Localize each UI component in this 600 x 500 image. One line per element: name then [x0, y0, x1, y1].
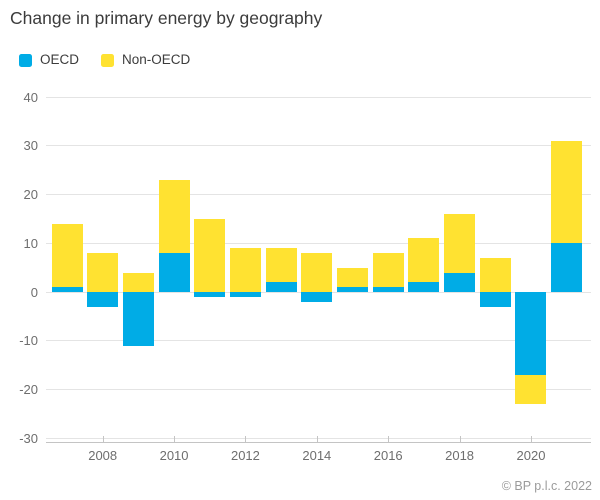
- x-axis-tick: [174, 436, 176, 442]
- y-axis-tick-label: 30: [23, 138, 38, 154]
- x-axis-tick: [459, 436, 461, 442]
- bar-segment-oecd-2013: [265, 282, 297, 292]
- non-oecd-color-swatch: [101, 53, 115, 67]
- bar-segment-non-oecd-2017: [408, 238, 440, 283]
- oecd-color-swatch: [19, 53, 32, 67]
- y-axis-tick-label: 20: [23, 187, 38, 203]
- copyright-notice: © BP p.l.c. 2022: [501, 479, 592, 493]
- gridline: [46, 194, 591, 196]
- y-axis-tick-label: -10: [19, 333, 38, 349]
- x-axis-line: [46, 442, 591, 443]
- y-axis-tick-label: -20: [19, 381, 38, 397]
- bar-segment-oecd-2015: [337, 287, 369, 292]
- legend-label-non-oecd: Non-OECD: [122, 52, 191, 67]
- y-axis-tick-label: 0: [30, 284, 38, 300]
- gridline: [46, 388, 591, 390]
- legend-item-non-oecd: Non-OECD: [101, 53, 190, 67]
- bar-segment-non-oecd-2010: [158, 180, 190, 254]
- bar-segment-oecd-2007: [51, 287, 83, 292]
- bar-segment-oecd-2014: [301, 292, 333, 302]
- bar-segment-oecd-2020: [515, 292, 547, 375]
- bar-segment-non-oecd-2009: [122, 272, 154, 292]
- bar-segment-non-oecd-2019: [479, 257, 511, 292]
- y-axis-tick-label: 10: [23, 235, 38, 251]
- bar-segment-non-oecd-2018: [444, 214, 476, 273]
- bar-segment-oecd-2009: [122, 292, 154, 346]
- bar-segment-non-oecd-2015: [337, 267, 369, 288]
- x-axis-tick-label: 2008: [88, 448, 118, 463]
- x-axis-tick: [316, 436, 318, 442]
- bar-segment-non-oecd-2008: [87, 253, 119, 292]
- x-axis-tick: [102, 436, 104, 442]
- gridline: [46, 242, 591, 244]
- legend-label-oecd: OECD: [40, 52, 80, 67]
- gridline: [46, 340, 591, 342]
- x-axis-tick-label: 2014: [302, 448, 332, 463]
- y-axis-tick-label: 40: [23, 89, 38, 105]
- bar-segment-non-oecd-2012: [229, 248, 261, 292]
- x-axis-tick: [388, 436, 390, 442]
- bar-segment-oecd-2019: [479, 292, 511, 307]
- legend-item-oecd: OECD: [19, 53, 79, 67]
- bar-segment-oecd-2016: [372, 287, 404, 292]
- x-axis-tick-label: 2020: [516, 448, 546, 463]
- x-axis-tick-label: 2016: [373, 448, 403, 463]
- bar-segment-oecd-2011: [194, 292, 226, 297]
- x-axis-tick-label: 2010: [159, 448, 189, 463]
- gridline: [46, 96, 591, 98]
- x-axis-tick: [245, 436, 247, 442]
- bar-segment-non-oecd-2020: [515, 374, 547, 404]
- gridline: [46, 145, 591, 147]
- x-axis-tick-label: 2012: [230, 448, 260, 463]
- bar-segment-oecd-2012: [229, 292, 261, 297]
- y-axis-tick-label: -30: [19, 430, 38, 446]
- gridline: [46, 437, 591, 439]
- bar-segment-oecd-2010: [158, 253, 190, 292]
- chart-title: Change in primary energy by geography: [10, 8, 323, 28]
- bar-segment-oecd-2017: [408, 282, 440, 292]
- bar-segment-oecd-2021: [551, 243, 583, 292]
- bar-segment-non-oecd-2014: [301, 253, 333, 292]
- bar-segment-non-oecd-2016: [372, 253, 404, 288]
- bar-segment-non-oecd-2007: [51, 223, 83, 288]
- bar-segment-non-oecd-2013: [265, 248, 297, 283]
- bar-segment-non-oecd-2011: [194, 218, 226, 292]
- x-axis-tick-label: 2018: [445, 448, 475, 463]
- bar-segment-non-oecd-2021: [551, 141, 583, 244]
- legend: OECD Non-OECD: [19, 53, 190, 67]
- x-axis-tick: [530, 436, 532, 442]
- bar-segment-oecd-2008: [87, 292, 119, 307]
- bar-segment-oecd-2018: [444, 272, 476, 292]
